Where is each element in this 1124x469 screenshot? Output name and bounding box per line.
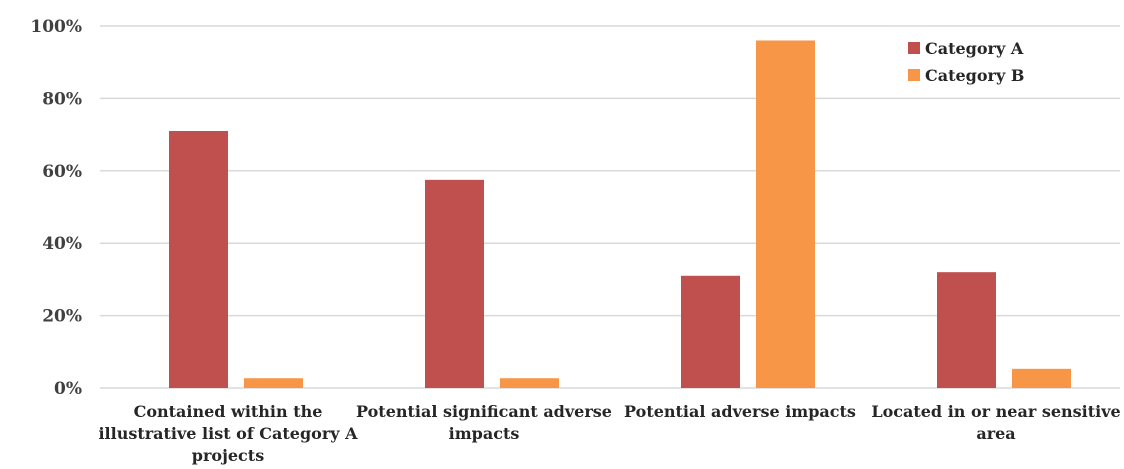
y-tick-label: 100%	[30, 17, 82, 37]
bar-category-a	[937, 272, 996, 388]
y-tick-label: 40%	[42, 234, 82, 254]
x-category-label: Potential adverse impacts	[624, 402, 856, 421]
x-category-label: Contained within the illustrative list of…	[98, 402, 358, 465]
bar-category-b	[500, 378, 559, 388]
x-category-label: Potential significant adverse impacts	[356, 402, 612, 443]
bar-category-a	[169, 130, 228, 389]
y-tick-label: 60%	[42, 162, 82, 182]
y-tick-label: 80%	[42, 89, 82, 109]
x-category-label: Located in or near sensitive area	[871, 402, 1120, 443]
legend-label: Category A	[925, 39, 1024, 58]
x-axis-category-labels: Contained within the illustrative list of…	[98, 402, 1120, 465]
bar-category-a	[681, 275, 740, 388]
y-tick-label: 0%	[54, 379, 82, 399]
legend: Category A Category B	[908, 39, 1024, 85]
y-tick-label: 20%	[42, 307, 82, 327]
legend-label: Category B	[925, 66, 1024, 85]
bar-category-b	[756, 40, 815, 388]
bars	[169, 40, 1071, 389]
bar-category-b	[244, 378, 303, 388]
legend-swatch	[908, 69, 920, 81]
y-axis-tick-labels: 0% 20% 40% 60% 80% 100%	[30, 17, 82, 399]
bar-category-a	[425, 179, 484, 388]
bar-category-b	[1012, 368, 1071, 388]
legend-swatch	[908, 42, 920, 54]
